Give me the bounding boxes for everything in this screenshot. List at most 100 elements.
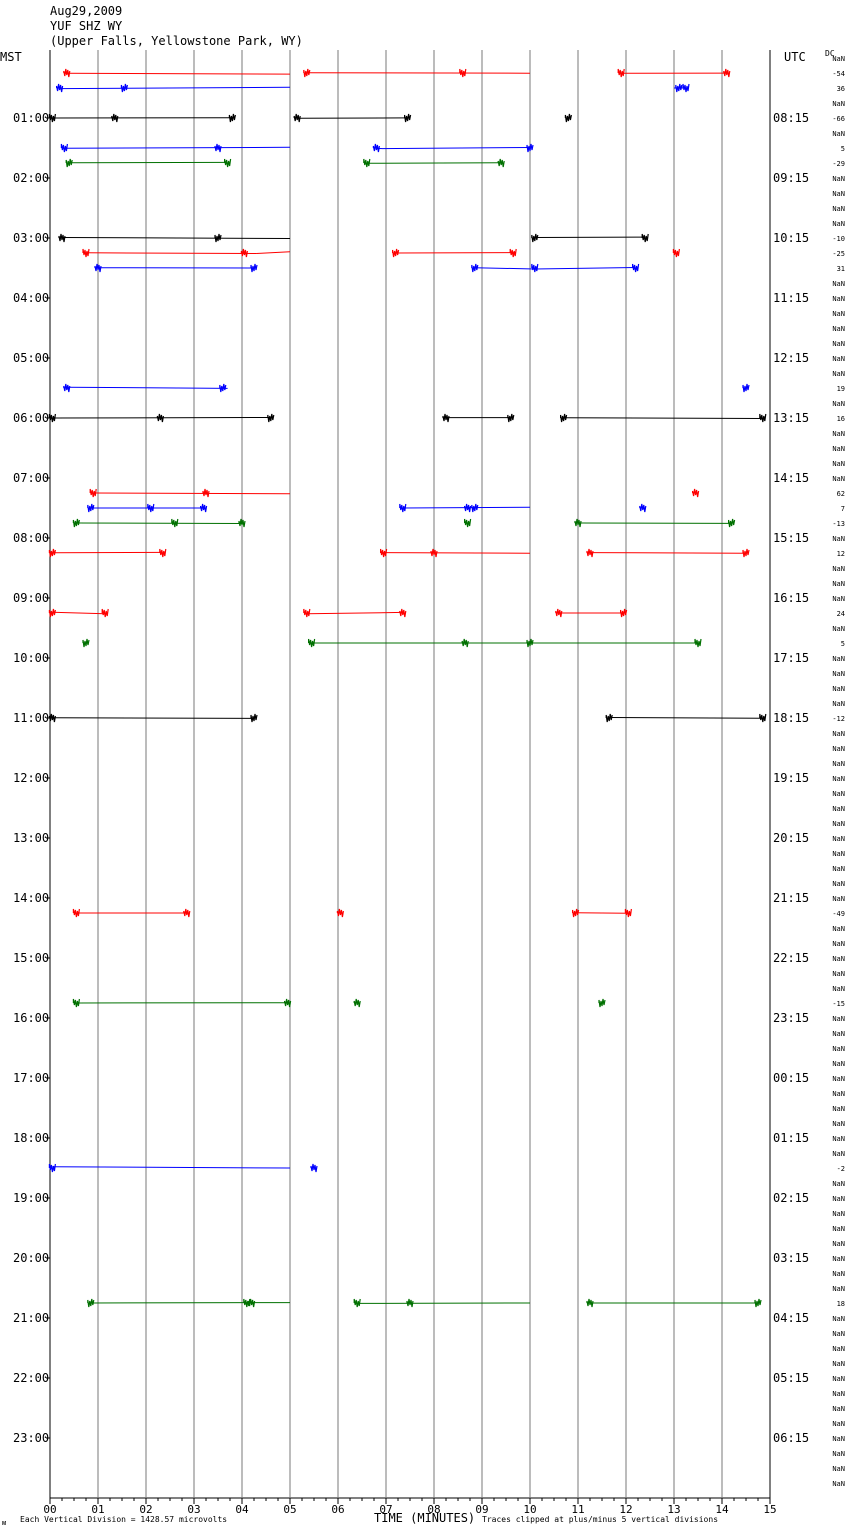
dc-offset-label: NaN	[832, 1045, 845, 1053]
utc-hour-label: 11:15	[773, 291, 809, 305]
event-burst	[464, 503, 472, 513]
mst-hour-label: 23:00	[13, 1431, 49, 1445]
utc-hour-label: 15:15	[773, 531, 809, 545]
event-burst	[560, 413, 568, 423]
dc-offset-label: NaN	[832, 700, 845, 708]
event-burst	[72, 908, 80, 918]
utc-hour-label: 19:15	[773, 771, 809, 785]
event-burst	[574, 518, 582, 528]
event-burst	[471, 503, 479, 513]
event-burst	[399, 503, 407, 513]
dc-offset-label: NaN	[832, 1180, 845, 1188]
dc-offset-label: NaN	[832, 175, 845, 183]
dc-offset-label: NaN	[832, 865, 845, 873]
trace-segment	[575, 912, 629, 914]
event-burst	[248, 1298, 256, 1308]
trace-segment	[59, 86, 291, 90]
dc-offset-label: NaN	[832, 1330, 845, 1338]
utc-hour-label: 20:15	[773, 831, 809, 845]
dc-offset-label: 62	[837, 490, 845, 498]
event-burst	[531, 263, 539, 273]
trace-segment	[563, 417, 763, 419]
event-burst	[200, 503, 208, 513]
event-burst	[471, 263, 479, 273]
x-tick-label: 05	[283, 1503, 296, 1516]
x-tick-label: 09	[475, 1503, 488, 1516]
dc-offset-label: NaN	[832, 970, 845, 978]
event-burst	[555, 608, 563, 618]
dc-offset-label: NaN	[832, 1105, 845, 1113]
mst-hour-label: 06:00	[13, 411, 49, 425]
dc-offset-label: NaN	[832, 1375, 845, 1383]
dc-offset-label: NaN	[832, 985, 845, 993]
trace-segment	[306, 611, 403, 615]
dc-offset-label: 19	[837, 385, 845, 393]
utc-hour-label: 14:15	[773, 471, 809, 485]
dc-offset-label: NaN	[832, 1135, 845, 1143]
dc-offset-label: NaN	[832, 1075, 845, 1083]
event-burst	[639, 503, 647, 513]
event-burst	[723, 68, 731, 78]
mst-hour-label: 09:00	[13, 591, 49, 605]
utc-hour-label: 18:15	[773, 711, 809, 725]
event-burst	[60, 143, 68, 153]
event-burst	[48, 608, 56, 618]
event-burst	[120, 83, 128, 93]
dc-offset-label: NaN	[832, 370, 845, 378]
dc-offset-label: NaN	[832, 445, 845, 453]
utc-hour-label: 21:15	[773, 891, 809, 905]
trace-segment	[383, 552, 531, 554]
utc-hour-label: 09:15	[773, 171, 809, 185]
x-tick-label: 04	[235, 1503, 249, 1516]
dc-offset-label: NaN	[832, 655, 845, 663]
x-tick-label: 06	[331, 1503, 344, 1516]
event-burst	[214, 233, 222, 243]
dc-offset-label: -13	[832, 520, 845, 528]
dc-offset-label: NaN	[832, 310, 845, 318]
event-burst	[742, 383, 750, 393]
event-burst	[620, 608, 628, 618]
mst-hour-label: 21:00	[13, 1311, 49, 1325]
event-burst	[406, 1298, 414, 1308]
dc-offset-label: NaN	[832, 1225, 845, 1233]
dc-offset-label: NaN	[832, 745, 845, 753]
utc-hour-label: 05:15	[773, 1371, 809, 1385]
event-burst	[742, 548, 750, 558]
event-burst	[399, 608, 407, 618]
mst-hour-label: 14:00	[13, 891, 49, 905]
dc-offset-label: -54	[832, 70, 845, 78]
trace-segment	[376, 147, 531, 150]
event-burst	[598, 998, 606, 1008]
mst-hour-label: 01:00	[13, 111, 49, 125]
dc-offset-label: NaN	[832, 580, 845, 588]
event-burst	[308, 638, 316, 648]
event-burst	[224, 158, 232, 168]
dc-offset-label: 7	[841, 505, 845, 513]
event-burst	[183, 908, 191, 918]
event-burst	[531, 233, 539, 243]
event-burst	[240, 248, 248, 258]
dc-offset-label: NaN	[832, 1015, 845, 1023]
event-burst	[509, 248, 517, 258]
dc-offset-label: NaN	[832, 625, 845, 633]
trace-segment	[589, 552, 747, 554]
x-tick-label: 02	[139, 1503, 152, 1516]
event-burst	[459, 68, 467, 78]
dc-offset-label: -66	[832, 115, 845, 123]
corner-mark: ᴍ	[2, 1519, 6, 1527]
event-burst	[82, 248, 90, 258]
event-burst	[392, 248, 400, 258]
dc-offset-label: NaN	[832, 835, 845, 843]
dc-offset-label: NaN	[832, 775, 845, 783]
event-burst	[303, 68, 311, 78]
event-burst	[87, 503, 95, 513]
event-burst	[243, 1298, 251, 1308]
dc-offset-label: NaN	[832, 1090, 845, 1098]
mst-hour-label: 17:00	[13, 1071, 49, 1085]
event-burst	[159, 548, 167, 558]
event-burst	[147, 503, 155, 513]
dc-offset-label: NaN	[832, 535, 845, 543]
mst-hour-label: 22:00	[13, 1371, 49, 1385]
x-tick-label: 01	[91, 1503, 104, 1516]
mst-hour-label: 12:00	[13, 771, 49, 785]
